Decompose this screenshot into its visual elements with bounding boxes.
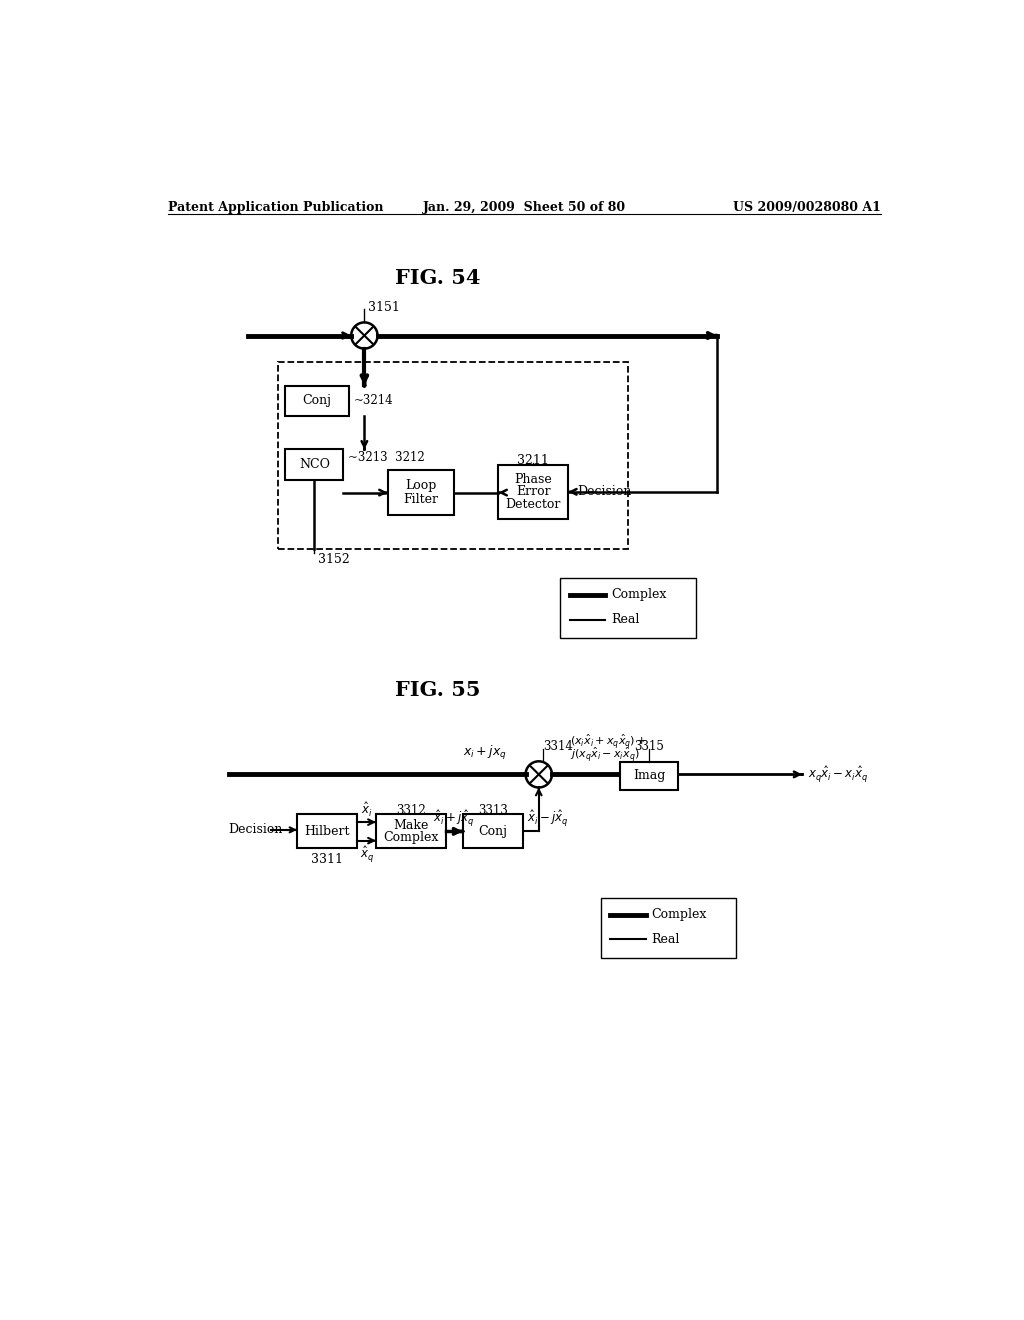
Text: Hilbert: Hilbert — [304, 825, 350, 838]
Text: Make: Make — [393, 818, 429, 832]
Text: Phase: Phase — [514, 473, 552, 486]
Text: ~3213  3212: ~3213 3212 — [348, 450, 425, 463]
FancyBboxPatch shape — [376, 814, 445, 849]
Text: Conj: Conj — [478, 825, 508, 838]
Text: $\hat{x}_q$: $\hat{x}_q$ — [359, 843, 374, 863]
Text: Decision: Decision — [578, 486, 632, 499]
Text: Error: Error — [516, 486, 551, 499]
Text: Loop: Loop — [404, 479, 436, 492]
FancyBboxPatch shape — [297, 814, 357, 849]
Text: 3152: 3152 — [318, 553, 350, 566]
Text: $(x_i\hat{x}_i+x_q\hat{x}_q)+$: $(x_i\hat{x}_i+x_q\hat{x}_q)+$ — [569, 733, 646, 751]
Text: US 2009/0028080 A1: US 2009/0028080 A1 — [733, 201, 882, 214]
Text: $\hat{x}_i-j\hat{x}_q$: $\hat{x}_i-j\hat{x}_q$ — [527, 808, 569, 828]
FancyBboxPatch shape — [560, 578, 696, 638]
Text: Conj: Conj — [303, 395, 332, 408]
Text: Real: Real — [651, 933, 680, 945]
Text: Patent Application Publication: Patent Application Publication — [168, 201, 384, 214]
FancyBboxPatch shape — [621, 762, 678, 789]
Text: Filter: Filter — [403, 492, 438, 506]
FancyBboxPatch shape — [388, 470, 454, 515]
Text: 3314: 3314 — [543, 739, 572, 752]
Text: Detector: Detector — [506, 498, 561, 511]
Text: 3311: 3311 — [311, 853, 343, 866]
Text: 3313: 3313 — [478, 804, 508, 817]
Text: ~3214: ~3214 — [353, 395, 393, 408]
FancyBboxPatch shape — [463, 814, 523, 849]
FancyBboxPatch shape — [286, 449, 343, 480]
Text: FIG. 55: FIG. 55 — [395, 681, 480, 701]
Text: $x_i+jx_q$: $x_i+jx_q$ — [463, 744, 507, 762]
Text: 3211: 3211 — [517, 454, 549, 467]
Text: NCO: NCO — [299, 458, 330, 471]
Text: $\hat{x}_i$: $\hat{x}_i$ — [360, 801, 373, 818]
Text: 3151: 3151 — [369, 301, 400, 314]
FancyBboxPatch shape — [499, 465, 568, 519]
Text: Complex: Complex — [611, 589, 667, 602]
Text: Real: Real — [611, 612, 639, 626]
Text: FIG. 54: FIG. 54 — [395, 268, 480, 288]
Text: 3315: 3315 — [634, 739, 665, 752]
Text: $\hat{x}_i+j\hat{x}_q$: $\hat{x}_i+j\hat{x}_q$ — [433, 808, 475, 828]
Text: Complex: Complex — [383, 832, 438, 843]
FancyBboxPatch shape — [278, 363, 628, 549]
FancyBboxPatch shape — [601, 898, 736, 958]
Text: Jan. 29, 2009  Sheet 50 of 80: Jan. 29, 2009 Sheet 50 of 80 — [423, 201, 627, 214]
Text: $j(x_q\hat{x}_i-x_i\hat{x}_q)$: $j(x_q\hat{x}_i-x_i\hat{x}_q)$ — [569, 744, 639, 764]
Text: $x_q\hat{x}_i-x_i\hat{x}_q$: $x_q\hat{x}_i-x_i\hat{x}_q$ — [809, 764, 869, 784]
Text: 3312: 3312 — [396, 804, 426, 817]
Text: Imag: Imag — [633, 770, 666, 783]
Text: Complex: Complex — [651, 908, 707, 921]
Text: Decision: Decision — [228, 824, 283, 837]
FancyBboxPatch shape — [286, 385, 349, 416]
